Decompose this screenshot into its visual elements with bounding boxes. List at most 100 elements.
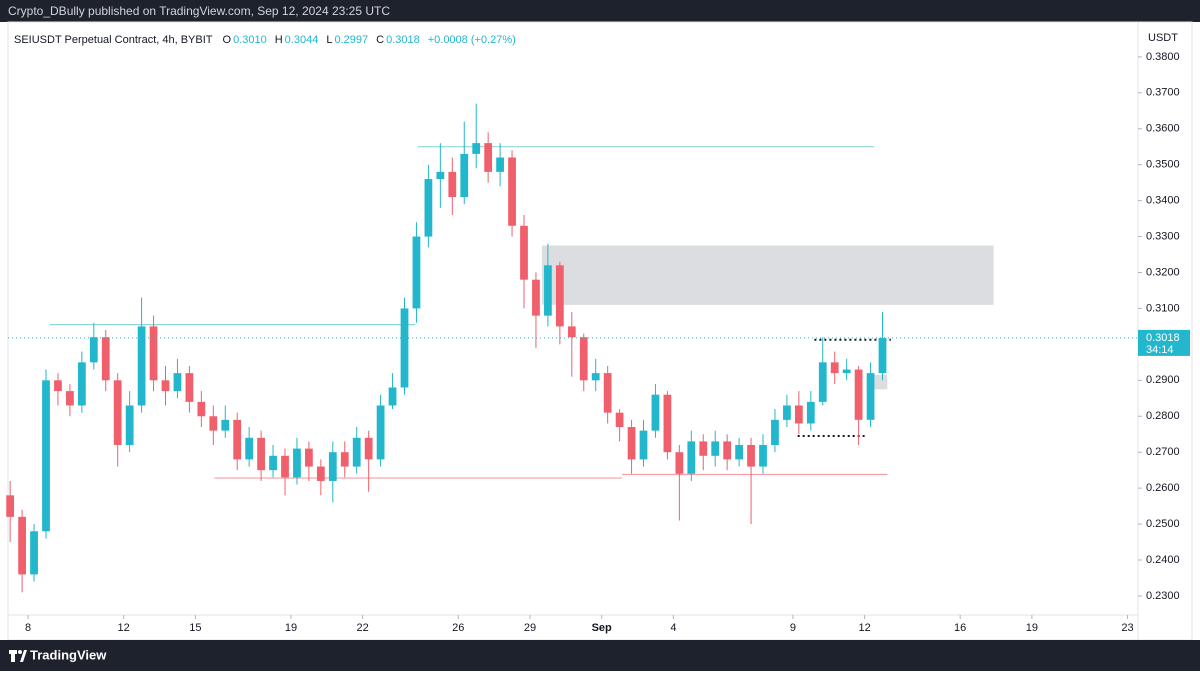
candle-body	[6, 495, 15, 517]
candle-body	[149, 326, 158, 381]
tv-logo	[9, 650, 27, 662]
x-tick-label: 29	[524, 622, 536, 634]
candle-body	[305, 448, 313, 467]
brand: TradingView	[30, 647, 107, 662]
candle-body	[830, 362, 839, 374]
x-tick-label: 9	[790, 622, 796, 634]
y-tick-label: 0.2300	[1146, 590, 1180, 602]
candle-body	[532, 279, 540, 316]
candle-body	[269, 455, 277, 471]
candle-body	[352, 437, 361, 467]
y-tick-label: 0.3700	[1146, 87, 1180, 99]
candle-body	[137, 326, 146, 406]
candle-body	[842, 369, 851, 374]
candle-body	[412, 236, 421, 309]
candle-body	[663, 394, 672, 453]
candle-body	[233, 419, 242, 460]
candle-body	[66, 391, 74, 406]
candle-body	[747, 445, 755, 467]
candle-body	[806, 401, 815, 424]
candle-body	[759, 445, 767, 467]
candle-body	[424, 179, 433, 237]
x-tick-label: 16	[954, 622, 966, 634]
y-tick-label: 0.2400	[1146, 554, 1180, 566]
candle-body	[340, 452, 349, 467]
candle-body	[30, 531, 38, 575]
ohlc-label: L	[326, 34, 332, 46]
candle-body	[316, 466, 325, 481]
candle-body	[544, 265, 552, 316]
ohlc-label: H	[275, 34, 283, 46]
candle-body	[328, 452, 337, 481]
candle-body	[794, 405, 803, 424]
y-tick-label: 0.2700	[1146, 446, 1180, 458]
candle-body	[615, 412, 624, 428]
y-tick-label: 0.3200	[1146, 266, 1180, 278]
candle-body	[675, 452, 684, 474]
candle-body	[878, 337, 887, 374]
candle-body	[197, 401, 206, 417]
bottom-bar	[0, 640, 1200, 671]
x-tick-label: 12	[858, 622, 870, 634]
y-tick-label: 0.2900	[1146, 374, 1180, 386]
candle-body	[723, 441, 732, 460]
candle-body	[496, 157, 504, 172]
candle-body	[854, 369, 863, 420]
candle-body	[221, 419, 230, 431]
x-tick-label: Sep	[592, 622, 612, 634]
x-tick-label: 8	[25, 622, 31, 634]
candle-body	[245, 437, 254, 460]
last-price: 0.3018	[1146, 332, 1180, 344]
candle-body	[101, 337, 110, 381]
candle-body	[783, 405, 791, 420]
symbol: SEIUSDT Perpetual Contract, 4h, BYBIT	[14, 34, 213, 46]
candle-body	[711, 441, 720, 456]
y-tick-label: 0.3100	[1146, 302, 1180, 314]
countdown: 34:14	[1146, 344, 1174, 356]
legend-header: SEIUSDT Perpetual Contract, 4h, BYBIT O 0.…	[14, 34, 516, 46]
ohlc-value: 0.3018	[386, 34, 420, 46]
publisher: Crypto_DBully published on TradingView.c…	[8, 4, 390, 18]
candle-body	[293, 448, 301, 478]
ohlc-label: C	[376, 34, 384, 46]
candle-body	[448, 171, 457, 198]
y-tick-label: 0.3400	[1146, 195, 1180, 207]
candle-body	[388, 387, 397, 406]
x-tick-label: 19	[1026, 622, 1038, 634]
x-tick-label: 22	[357, 622, 369, 634]
y-tick-label: 0.3800	[1146, 51, 1180, 63]
candle-body	[579, 337, 588, 381]
y-tick-label: 0.3600	[1146, 123, 1180, 135]
y-tick-label: 0.3500	[1146, 159, 1180, 171]
ohlc-label: O	[223, 34, 232, 46]
y-tick-label: 0.2800	[1146, 410, 1180, 422]
candle-body	[484, 143, 493, 172]
currency: USDT	[1148, 32, 1178, 44]
candle-body	[472, 143, 481, 154]
candle-body	[508, 157, 516, 226]
candle-body	[125, 405, 134, 446]
ohlc-value: 0.3044	[285, 34, 319, 46]
ohlc-value: 0.2997	[334, 34, 368, 46]
candle-body	[627, 427, 636, 460]
x-tick-label: 15	[189, 622, 201, 634]
candle-body	[376, 405, 385, 460]
candle-body	[520, 225, 528, 280]
y-tick-label: 0.3300	[1146, 230, 1180, 242]
candle-body	[400, 308, 409, 388]
y-tick-label: 0.2600	[1146, 482, 1180, 494]
candle-body	[89, 337, 98, 363]
candle-body	[42, 380, 50, 532]
candle-body	[436, 171, 445, 180]
candle-body	[591, 373, 600, 381]
candle-body	[18, 516, 26, 575]
candle-body	[257, 437, 265, 471]
ohlc-value: 0.3010	[233, 34, 267, 46]
x-tick-label: 19	[285, 622, 297, 634]
candle-body	[651, 394, 660, 431]
x-tick-label: 4	[670, 622, 676, 634]
candle-body	[77, 362, 86, 406]
candle-body	[639, 430, 648, 460]
top-bar	[0, 0, 1200, 22]
